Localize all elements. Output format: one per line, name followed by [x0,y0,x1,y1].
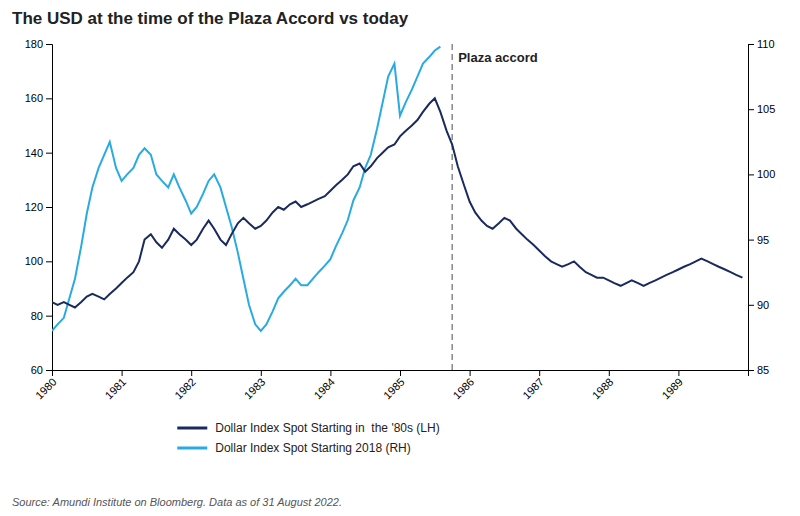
tick: 160 [25,92,52,104]
tick-label: 85 [757,364,769,376]
tick: 1989 [659,370,685,401]
tick-label: 1983 [242,376,268,402]
tick: 80 [31,310,52,322]
tick: 90 [748,299,769,311]
tick: 180 [25,38,52,50]
tick-label: 105 [757,103,775,115]
axis-line [46,45,53,371]
tick: 1985 [381,370,407,401]
marks [52,44,742,370]
tick-label: 95 [757,234,769,246]
tick: 110 [748,38,775,50]
tick-mark [46,316,52,317]
tick-mark [748,109,754,110]
tick-mark [46,370,52,371]
legend-item: Dollar Index Spot Starting 2018 (RH) [177,441,410,455]
x-axis: 1980 1981 1982 1983 1984 1985 1986 1987 1988 1989 [33,370,749,401]
tick-label: 100 [25,255,43,267]
tick-label: 1982 [172,376,198,402]
series-line [52,47,440,331]
y2-axis: 85 90 95 100 105 110 [748,38,775,376]
tick-mark [748,370,754,371]
tick-mark [748,174,754,175]
tick-label: 110 [757,38,775,50]
tick-label: 60 [31,364,43,376]
tick-mark [748,305,754,306]
legend-label: Dollar Index Spot Starting 2018 (RH) [215,441,410,455]
tick: 100 [25,255,52,267]
tick-mark [609,370,610,376]
y-axis: 60 80 100 120 140 160 180 [25,38,53,376]
tick-label: 100 [757,168,775,180]
tick-mark [470,370,471,376]
axis-line [749,45,755,371]
tick: 120 [25,201,52,213]
series-line [52,98,742,307]
legend-item: Dollar Index Spot Starting in the '80s (… [177,421,439,435]
tick-mark [46,153,52,154]
tick-mark [46,261,52,262]
tick-label: 1988 [590,376,616,402]
reference-line [451,44,453,370]
annotation: Plaza accord [458,50,538,65]
chart: The USD at the time of the Plaza Accord … [0,0,800,516]
legend-swatch [177,447,207,450]
tick: 1981 [103,370,129,401]
tick: 1983 [242,370,268,401]
tick-mark [330,370,331,376]
tick-label: 1980 [33,376,59,402]
tick-mark [46,207,52,208]
tick: 95 [748,234,769,246]
tick: 60 [31,364,52,376]
tick-mark [678,370,679,376]
tick-label: 1984 [311,376,337,402]
tick-mark [261,370,262,376]
tick-mark [122,370,123,376]
tick-label: 1981 [103,376,129,402]
tick-label: 1986 [451,376,477,402]
tick: 1988 [590,370,616,401]
source: Source: Amundi Institute on Bloomberg. D… [12,496,342,508]
tick-mark [46,98,52,99]
tick: 1987 [520,370,546,401]
tick: 105 [748,103,775,115]
tick: 1982 [172,370,198,401]
legend: Dollar Index Spot Starting in the '80s (… [177,421,439,455]
tick-label: 1987 [520,376,546,402]
tick-label: 120 [25,201,43,213]
tick-mark [400,370,401,376]
tick-mark [191,370,192,376]
tick-mark [748,240,754,241]
tick: 85 [748,364,769,376]
legend-swatch [177,427,207,430]
tick-label: 90 [757,299,769,311]
tick: 1984 [311,370,337,401]
legend-label: Dollar Index Spot Starting in the '80s (… [215,421,439,435]
tick: 1986 [451,370,477,401]
tick-mark [46,44,52,45]
tick-label: 160 [25,92,43,104]
tick-label: 80 [31,310,43,322]
plot: 1980 1981 1982 1983 1984 1985 1986 1987 1988 1989… [25,38,776,401]
tick-mark [539,370,540,376]
axis-line [53,371,749,377]
tick: 100 [748,168,775,180]
tick-label: 140 [25,147,43,159]
tick-mark [748,44,754,45]
tick-label: 180 [25,38,43,50]
title: The USD at the time of the Plaza Accord … [12,9,409,28]
tick: 140 [25,147,52,159]
tick-label: 1985 [381,376,407,402]
tick-label: 1989 [659,376,685,402]
